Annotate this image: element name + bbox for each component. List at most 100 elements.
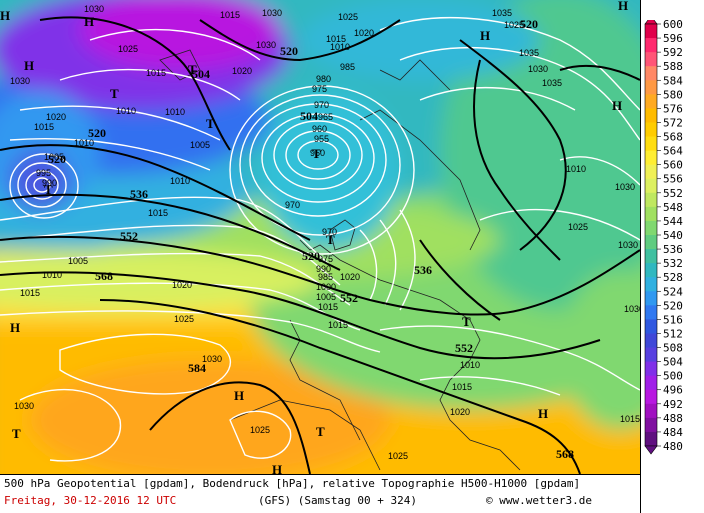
legend-swatch — [645, 417, 657, 433]
pressure-label: 955 — [314, 134, 329, 144]
legend-swatch — [645, 52, 657, 67]
legend-swatch — [645, 277, 657, 292]
geo-label: 536 — [414, 263, 432, 277]
legend-label: 484 — [663, 426, 683, 439]
legend-label: 524 — [663, 285, 683, 298]
legend-swatch — [645, 24, 657, 39]
color-legend: 600 596 592 588 584 580 576 572 568 564 560 556 552 5… — [643, 15, 703, 460]
pressure-label: 1010 — [330, 42, 350, 52]
pressure-label: 1020 — [46, 112, 66, 122]
legend-label: 560 — [663, 159, 683, 172]
high-marker: H — [618, 0, 628, 13]
pressure-label: 1015 — [452, 382, 472, 392]
geo-label: 552 — [120, 229, 138, 243]
high-marker: H — [272, 462, 282, 474]
legend-label: 496 — [663, 384, 683, 397]
geo-label: 520 — [280, 44, 298, 58]
pressure-label: 1015 — [326, 34, 346, 44]
pressure-label: 1030 — [262, 8, 282, 18]
pressure-label: 1010 — [170, 176, 190, 186]
legend-swatch — [645, 38, 657, 53]
high-marker: H — [538, 406, 548, 421]
caption-title: 500 hPa Geopotential [gpdam], Bodendruck… — [4, 477, 581, 490]
pressure-label: 1030 — [14, 401, 34, 411]
legend-label: 540 — [663, 229, 683, 242]
legend-arrow-top — [644, 15, 658, 25]
legend-label: 516 — [663, 313, 683, 326]
pressure-label: 1010 — [460, 360, 480, 370]
legend-label: 552 — [663, 187, 683, 200]
low-marker: T — [312, 146, 321, 161]
geo-label: 552 — [455, 341, 473, 355]
pressure-label: 1035 — [492, 8, 512, 18]
legend-swatch — [645, 375, 657, 391]
pressure-label: 1005 — [316, 292, 336, 302]
legend-label: 504 — [663, 356, 683, 369]
low-marker: T — [316, 424, 325, 439]
legend-swatch — [645, 178, 657, 194]
legend-label: 528 — [663, 271, 683, 284]
pressure-label: 1010 — [74, 138, 94, 148]
geo-label: 504 — [192, 67, 210, 81]
legend-swatch — [645, 389, 657, 405]
legend-label: 480 — [663, 440, 683, 453]
geo-label: 536 — [130, 187, 148, 201]
pressure-label: 1005 — [68, 256, 88, 266]
legend-swatch — [645, 66, 657, 81]
legend-label: 592 — [663, 46, 683, 59]
low-marker: T — [44, 182, 53, 197]
high-marker: H — [234, 388, 244, 403]
pressure-label: 1035 — [542, 78, 562, 88]
geo-label: 520 — [520, 17, 538, 31]
pressure-label: 950 — [310, 148, 325, 158]
pressure-label: 1015 — [328, 320, 348, 330]
coastlines — [159, 49, 521, 471]
legend-label: 600 — [663, 20, 683, 31]
legend-swatch — [645, 319, 657, 334]
geopotential-labels: 520 504 520 520 536 552 568 584 520 536 … — [48, 17, 574, 461]
pressure-label: 1005 — [190, 140, 210, 150]
pressure-label: 1015 — [620, 414, 640, 424]
pressure-label: 990 — [316, 264, 331, 274]
legend-label: 572 — [663, 116, 683, 129]
pressure-label: 1005 — [44, 152, 64, 162]
legend-arrow-bottom — [644, 445, 658, 455]
forecast-date: Freitag, 30-12-2016 12 UTC — [4, 494, 177, 507]
pressure-label: 995 — [36, 168, 51, 178]
pressure-label: 1025 — [388, 451, 408, 461]
pressure-label: 985 — [318, 272, 333, 282]
pressure-label: 1030 — [84, 4, 104, 14]
pressure-label: 1015 — [318, 302, 338, 312]
pressure-label: 1030 — [10, 76, 30, 86]
legend-label: 576 — [663, 102, 683, 115]
pressure-label: 975 — [318, 254, 333, 264]
pressure-label: 975 — [312, 84, 327, 94]
geo-label: 568 — [556, 447, 574, 461]
legend-swatch — [645, 94, 657, 109]
high-marker: H — [612, 98, 622, 113]
low-marker: T — [326, 232, 335, 247]
legend-swatch — [645, 263, 657, 278]
legend-swatch — [645, 136, 657, 152]
map-caption: 500 hPa Geopotential [gpdam], Bodendruck… — [0, 475, 641, 513]
legend-label: 564 — [663, 145, 683, 158]
legend-label: 596 — [663, 32, 683, 45]
legend-swatch — [645, 333, 657, 349]
pressure-label: 970 — [322, 227, 337, 237]
high-marker: H — [10, 320, 20, 335]
pressure-label: 1025 — [504, 20, 524, 30]
pressure-labels: 1030 1025 1030 1025 1020 1015 1010 1030 … — [10, 4, 640, 461]
low-marker: T — [12, 426, 21, 441]
pressure-label: 1025 — [568, 222, 588, 232]
legend-swatch — [645, 150, 657, 166]
legend-label: 536 — [663, 243, 683, 256]
geo-label: 504 — [300, 109, 318, 123]
pressure-label: 1030 — [256, 40, 276, 50]
pressure-label: 1015 — [20, 288, 40, 298]
geo-label: 568 — [95, 269, 113, 283]
pressure-label: 1020 — [340, 272, 360, 282]
geo-label: 520 — [88, 126, 106, 140]
low-marker: T — [206, 116, 215, 131]
pressure-label: 1030 — [202, 354, 222, 364]
pressure-label: 1025 — [174, 314, 194, 324]
